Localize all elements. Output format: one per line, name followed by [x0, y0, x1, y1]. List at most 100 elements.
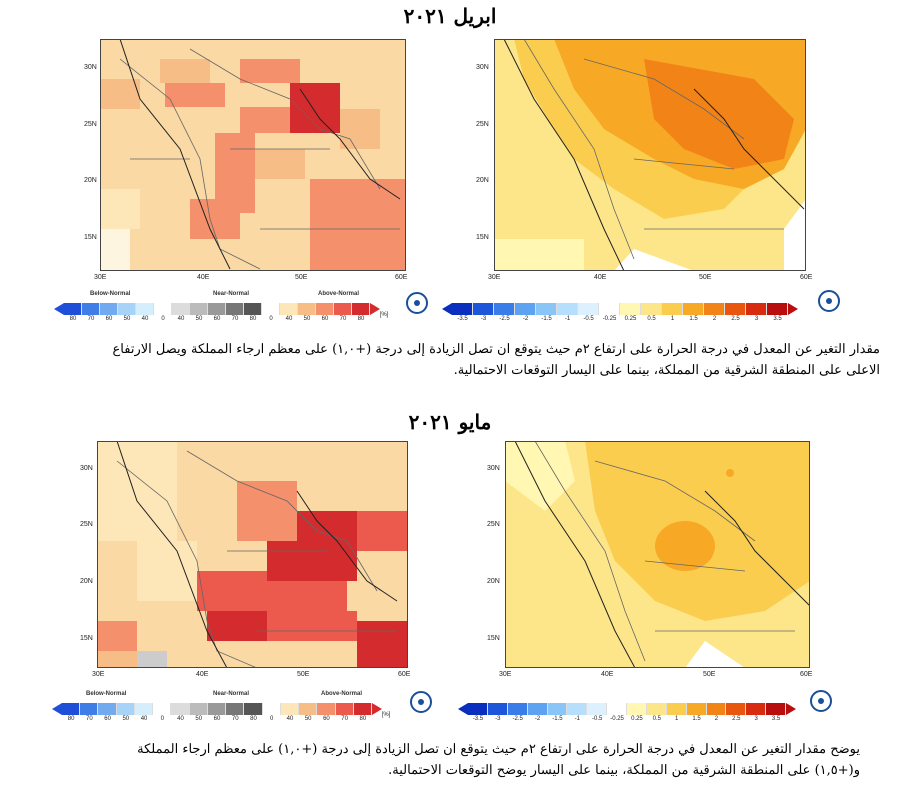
- colorbar-label: 70: [341, 716, 348, 722]
- colorbar-segment: [335, 703, 354, 715]
- colorbar-label: -0.5: [583, 316, 594, 322]
- may-prob-lat-25: 25N: [80, 521, 93, 528]
- colorbar-label: 0.5: [652, 716, 661, 722]
- colorbar-segment: [746, 703, 767, 715]
- colorbar-label: 2.5: [732, 716, 741, 722]
- colorbar-label: 60: [321, 316, 329, 322]
- colorbar-segment: [244, 303, 262, 315]
- colorbar-label: 1: [670, 316, 675, 322]
- may-anom-arrow-left: [458, 703, 468, 715]
- colorbar-segment: [116, 703, 135, 715]
- colorbar-segment: [515, 303, 536, 315]
- april-anom-lon-40: 40E: [594, 274, 607, 281]
- colorbar-segment: [226, 703, 245, 715]
- colorbar-label: -2: [534, 716, 541, 722]
- colorbar-segment: [172, 303, 190, 315]
- colorbar-label: 40: [140, 716, 148, 722]
- colorbar-label: -3.5: [472, 716, 484, 722]
- april-legend-below: Below-Normal: [90, 291, 131, 297]
- colorbar-segment: [527, 703, 548, 715]
- colorbar-label: -1: [574, 716, 580, 722]
- april-prob-lat-15: 15N: [84, 234, 97, 241]
- april-prob-arrow-right: [370, 303, 380, 315]
- may-prob-lon-30: 30E: [92, 671, 105, 678]
- may-prob-lat-20: 20N: [80, 578, 93, 585]
- colorbar-segment: [547, 703, 568, 715]
- april-prob-lat-20: 20N: [84, 177, 97, 184]
- colorbar-label: -1.5: [541, 316, 552, 322]
- colorbar-segment: [280, 303, 298, 315]
- colorbar-segment: [487, 703, 508, 715]
- colorbar-segment: [171, 703, 190, 715]
- colorbar-segment: [136, 303, 154, 315]
- colorbar-segment: [207, 703, 227, 715]
- may-anom-lon-60: 60E: [800, 671, 813, 678]
- colorbar-segment: [766, 703, 786, 715]
- colorbar-label: 80: [67, 716, 75, 722]
- april-probability-map: [100, 38, 406, 271]
- colorbar-label: -1.5: [552, 716, 563, 722]
- colorbar-label: 0.25: [631, 716, 643, 722]
- may-legend-below: Below-Normal: [86, 691, 127, 697]
- colorbar-segment: [134, 703, 154, 715]
- colorbar-segment: [280, 703, 300, 715]
- may-anomaly-map: [505, 440, 811, 669]
- colorbar-segment: [244, 703, 263, 715]
- colorbar-segment: [334, 303, 352, 315]
- colorbar-segment: [646, 703, 667, 715]
- april-legend-above: Above-Normal: [318, 291, 360, 297]
- colorbar-label: 1.5: [689, 316, 698, 322]
- colorbar-label: 0: [160, 716, 164, 722]
- may-anom-arrow-right: [786, 703, 796, 715]
- colorbar-segment: [352, 303, 370, 315]
- may-prob-lon-50: 50E: [297, 671, 310, 678]
- colorbar-label: -2: [522, 316, 529, 322]
- colorbar-segment: [557, 303, 578, 315]
- colorbar-label: 40: [141, 316, 149, 322]
- wmo-logo-icon: [410, 691, 432, 713]
- colorbar-segment: [641, 303, 662, 315]
- colorbar-segment: [627, 703, 647, 715]
- colorbar-label: 0: [161, 316, 165, 322]
- april-prob-unit: [%]: [379, 312, 389, 318]
- may-anom-lat-30: 30N: [487, 465, 500, 472]
- may-anom-lat-25: 25N: [487, 521, 500, 528]
- colorbar-label: 60: [323, 716, 330, 722]
- colorbar-segment: [473, 303, 494, 315]
- colorbar-segment: [208, 303, 226, 315]
- colorbar-label: -1: [564, 316, 571, 322]
- april-prob-lon-30: 30E: [94, 274, 107, 281]
- colorbar-segment: [662, 303, 683, 315]
- colorbar-label: 60: [104, 716, 111, 722]
- april-anom-lon-50: 50E: [699, 274, 712, 281]
- colorbar-segment: [62, 703, 81, 715]
- april-caption-line2: الاعلى على المنطقة الشرقية من المملكة، ب…: [453, 363, 880, 378]
- may-prob-unit: [%]: [381, 712, 391, 718]
- colorbar-label: -0.5: [592, 716, 603, 722]
- may-probability-grid: [97, 440, 408, 669]
- colorbar-segment: [706, 703, 727, 715]
- april-anom-colorbar: [452, 303, 788, 315]
- colorbar-segment: [80, 703, 99, 715]
- colorbar-label: 40: [285, 316, 293, 322]
- may-prob-arrow-right: [372, 703, 382, 715]
- colorbar-label: 60: [213, 316, 221, 322]
- april-prob-lon-40: 40E: [197, 274, 210, 281]
- colorbar-segment: [262, 303, 280, 315]
- april-prob-lat-30: 30N: [84, 64, 97, 71]
- april-prob-lon-50: 50E: [295, 274, 308, 281]
- may-prob-lon-60: 60E: [398, 671, 411, 678]
- colorbar-label: 3.5: [773, 316, 782, 322]
- may-title: مايو ٢٠٢١: [408, 410, 492, 434]
- colorbar-label: 40: [177, 716, 184, 722]
- may-anom-lon-40: 40E: [601, 671, 614, 678]
- colorbar-label: -3.5: [457, 316, 468, 322]
- colorbar-label: -0.25: [602, 316, 617, 322]
- april-anom-lat-20: 20N: [476, 177, 489, 184]
- colorbar-segment: [353, 703, 372, 715]
- wmo-logo-icon: [406, 292, 428, 314]
- colorbar-label: 70: [86, 716, 93, 722]
- colorbar-segment: [704, 303, 725, 315]
- colorbar-segment: [64, 303, 82, 315]
- colorbar-segment: [82, 303, 100, 315]
